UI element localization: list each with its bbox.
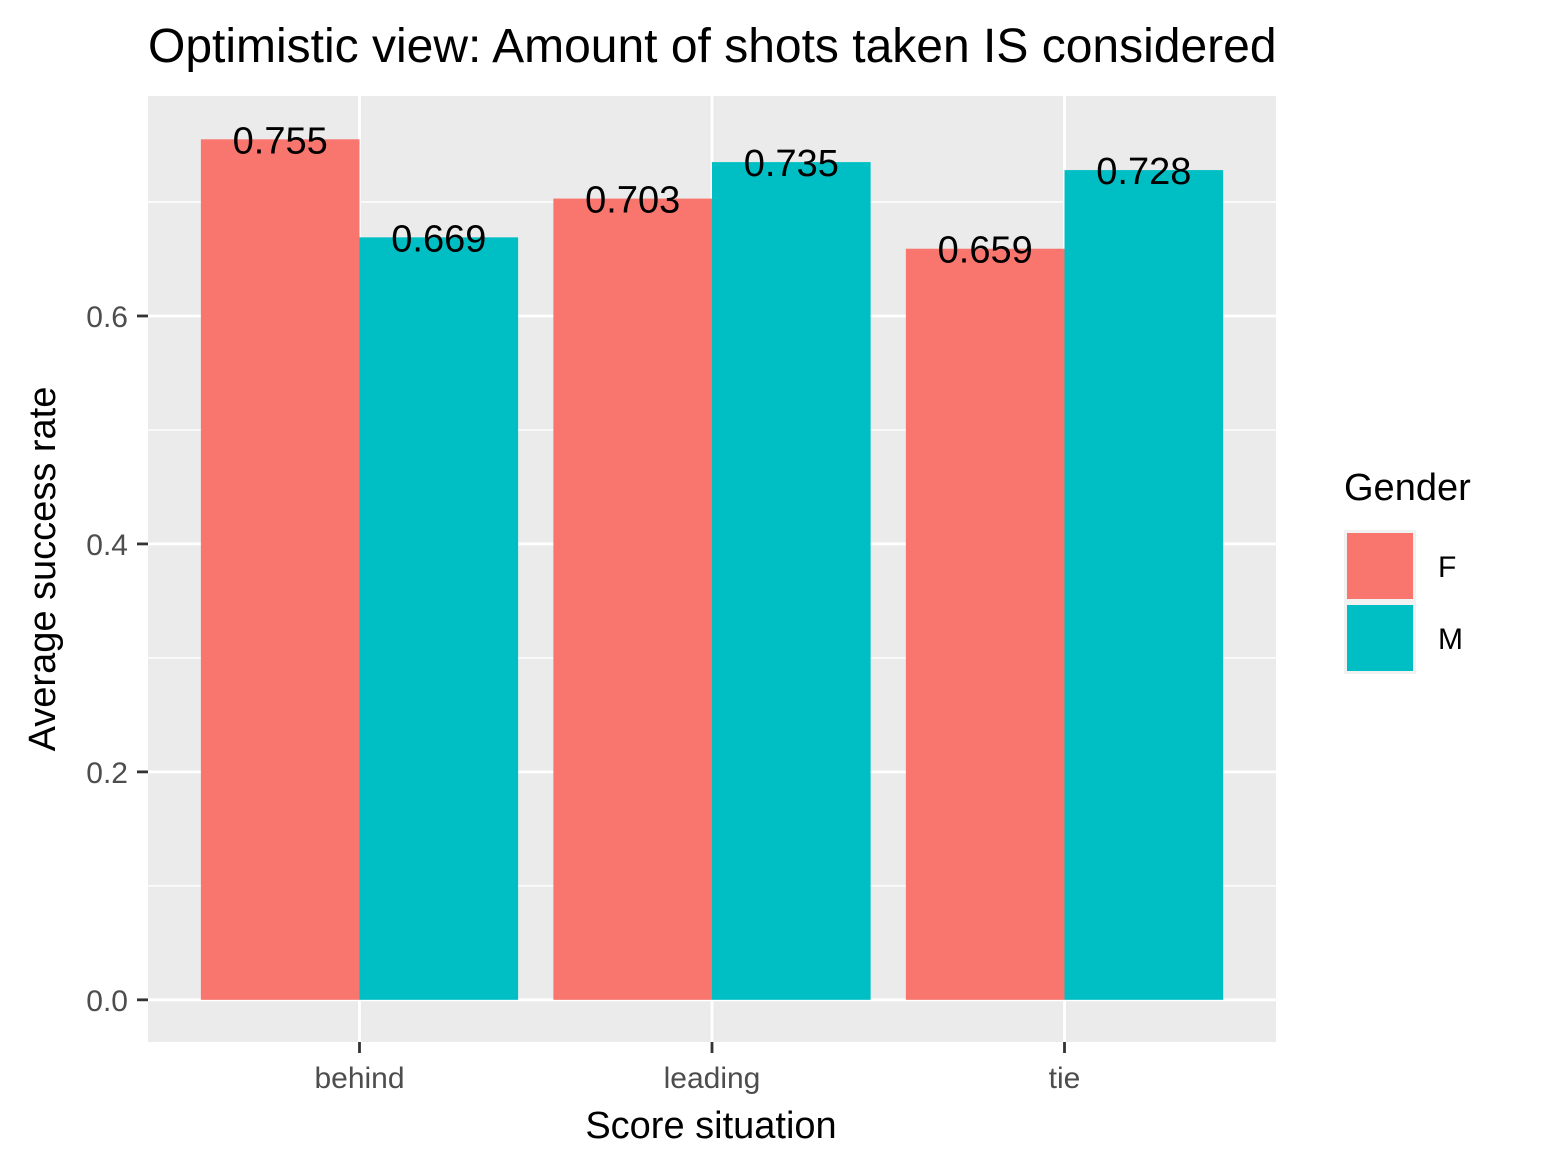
bar-tie-M (1064, 170, 1224, 1000)
y-tick-label: 0.6 (86, 301, 128, 334)
y-tick-label: 0.4 (86, 529, 128, 562)
bar-behind-M (359, 237, 519, 1000)
data-labels: 0.755 0.703 0.659 0.669 0.735 0.728 (233, 120, 1192, 271)
x-tick-label: tie (1049, 1062, 1081, 1095)
y-tick-label: 0.0 (86, 985, 128, 1018)
chart-title: Optimistic view: Amount of shots taken I… (148, 20, 1277, 73)
bar-tie-F (905, 248, 1065, 1000)
legend: Gender F M (1344, 467, 1471, 674)
data-label-behind-M: 0.669 (391, 218, 486, 260)
bar-leading-M (712, 162, 871, 1000)
data-label-tie-M: 0.728 (1096, 151, 1191, 193)
bar-behind-F (200, 139, 360, 1000)
data-label-tie-F: 0.659 (938, 230, 1033, 272)
x-tick-label: behind (314, 1062, 404, 1095)
legend-label-F: F (1438, 551, 1456, 584)
legend-title: Gender (1344, 467, 1471, 509)
data-label-leading-F: 0.703 (585, 180, 680, 222)
bars (200, 139, 1224, 1000)
x-axis-title: Score situation (585, 1105, 836, 1147)
x-tick-label: leading (664, 1062, 761, 1095)
y-axis: 0.0 0.2 0.4 0.6 (86, 301, 148, 1018)
y-axis-title: Average success rate (22, 387, 64, 752)
legend-label-M: M (1438, 623, 1463, 656)
bar-leading-F (553, 198, 712, 1000)
x-axis: behind leading tie (314, 1042, 1080, 1095)
legend-swatch-M (1347, 605, 1413, 671)
y-tick-label: 0.2 (86, 757, 128, 790)
data-label-leading-M: 0.735 (744, 143, 839, 185)
legend-swatch-F (1347, 533, 1413, 599)
data-label-behind-F: 0.755 (233, 120, 328, 162)
